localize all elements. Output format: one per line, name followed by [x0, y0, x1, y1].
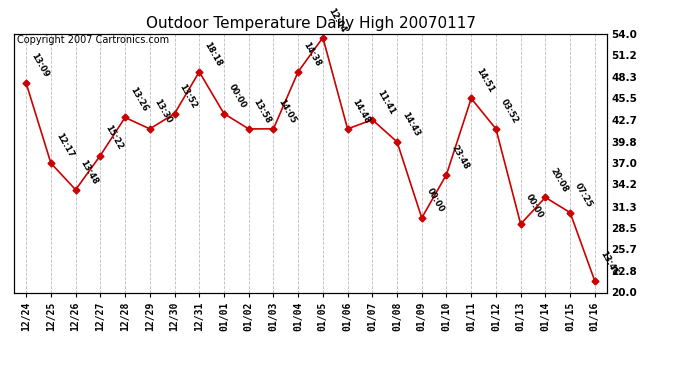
Text: 07:25: 07:25	[573, 181, 594, 209]
Text: 12:04: 12:04	[326, 6, 347, 34]
Text: 15:22: 15:22	[104, 124, 124, 152]
Text: 13:26: 13:26	[128, 86, 149, 114]
Text: 14:51: 14:51	[474, 67, 495, 94]
Text: 13:09: 13:09	[29, 52, 50, 80]
Text: 13:46: 13:46	[598, 250, 619, 277]
Text: 23:48: 23:48	[449, 143, 471, 171]
Text: 14:38: 14:38	[301, 40, 322, 68]
Text: 13:48: 13:48	[79, 158, 99, 186]
Title: Outdoor Temperature Daily High 20070117: Outdoor Temperature Daily High 20070117	[146, 16, 475, 31]
Text: 18:18: 18:18	[202, 40, 224, 68]
Text: 00:00: 00:00	[425, 187, 446, 214]
Text: 13:52: 13:52	[177, 82, 199, 110]
Text: 13:58: 13:58	[252, 98, 273, 125]
Text: 13:30: 13:30	[152, 98, 174, 125]
Text: 00:00: 00:00	[524, 193, 544, 220]
Text: 11:41: 11:41	[375, 88, 397, 116]
Text: 00:00: 00:00	[227, 82, 248, 110]
Text: 20:08: 20:08	[549, 166, 569, 194]
Text: 03:52: 03:52	[499, 98, 520, 125]
Text: 14:43: 14:43	[400, 110, 421, 138]
Text: 12:17: 12:17	[54, 132, 75, 159]
Text: 14:05: 14:05	[277, 98, 297, 125]
Text: 14:48: 14:48	[351, 98, 372, 125]
Text: Copyright 2007 Cartronics.com: Copyright 2007 Cartronics.com	[17, 35, 169, 45]
